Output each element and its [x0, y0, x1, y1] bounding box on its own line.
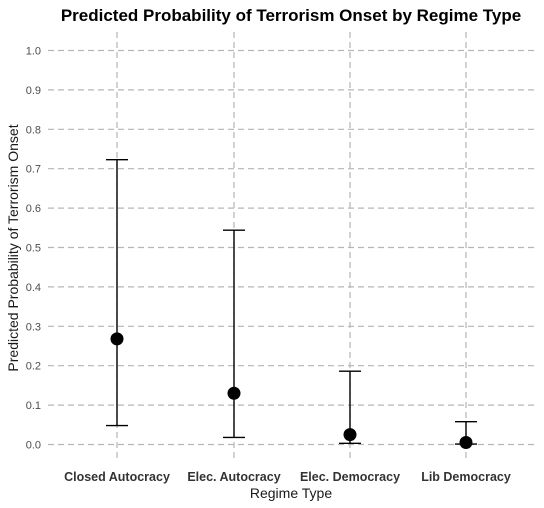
y-gridlines: [48, 49, 534, 446]
x-tick-label: Lib Democracy: [421, 470, 511, 484]
data-point: [110, 332, 124, 346]
x-tick-labels: Closed Autocracy Elec. Autocracy Elec. Dem…: [64, 470, 511, 484]
y-tick-labels: 0.0 0.1 0.2 0.3 0.4 0.5 0.6 0.7 0.8 0.9 1.0: [26, 46, 41, 452]
data-point: [227, 386, 241, 400]
y-axis-title: Predicted Probability of Terrorism Onset: [5, 124, 21, 371]
data-point: [459, 436, 473, 450]
data-point: [343, 428, 357, 442]
y-tick-label: 0.9: [26, 85, 41, 97]
x-tick-label: Elec. Autocracy: [187, 470, 280, 484]
y-tick-label: 0.6: [26, 203, 41, 215]
data-points: [110, 332, 473, 450]
y-tick-label: 0.1: [26, 400, 41, 412]
y-tick-label: 0.2: [26, 361, 41, 373]
x-axis-title: Regime Type: [250, 485, 332, 501]
y-tick-label: 0.4: [26, 282, 41, 294]
x-tick-label: Closed Autocracy: [64, 470, 170, 484]
y-tick-label: 1.0: [26, 46, 41, 58]
y-tick-label: 0.5: [26, 243, 41, 255]
chart-title: Predicted Probability of Terrorism Onset…: [61, 6, 521, 25]
x-tick-label: Elec. Democracy: [300, 470, 400, 484]
y-tick-label: 0.7: [26, 164, 41, 176]
y-tick-label: 0.3: [26, 321, 41, 333]
y-tick-label: 0.8: [26, 124, 41, 136]
y-tick-label: 0.0: [26, 440, 41, 452]
error-bars: [106, 158, 477, 445]
